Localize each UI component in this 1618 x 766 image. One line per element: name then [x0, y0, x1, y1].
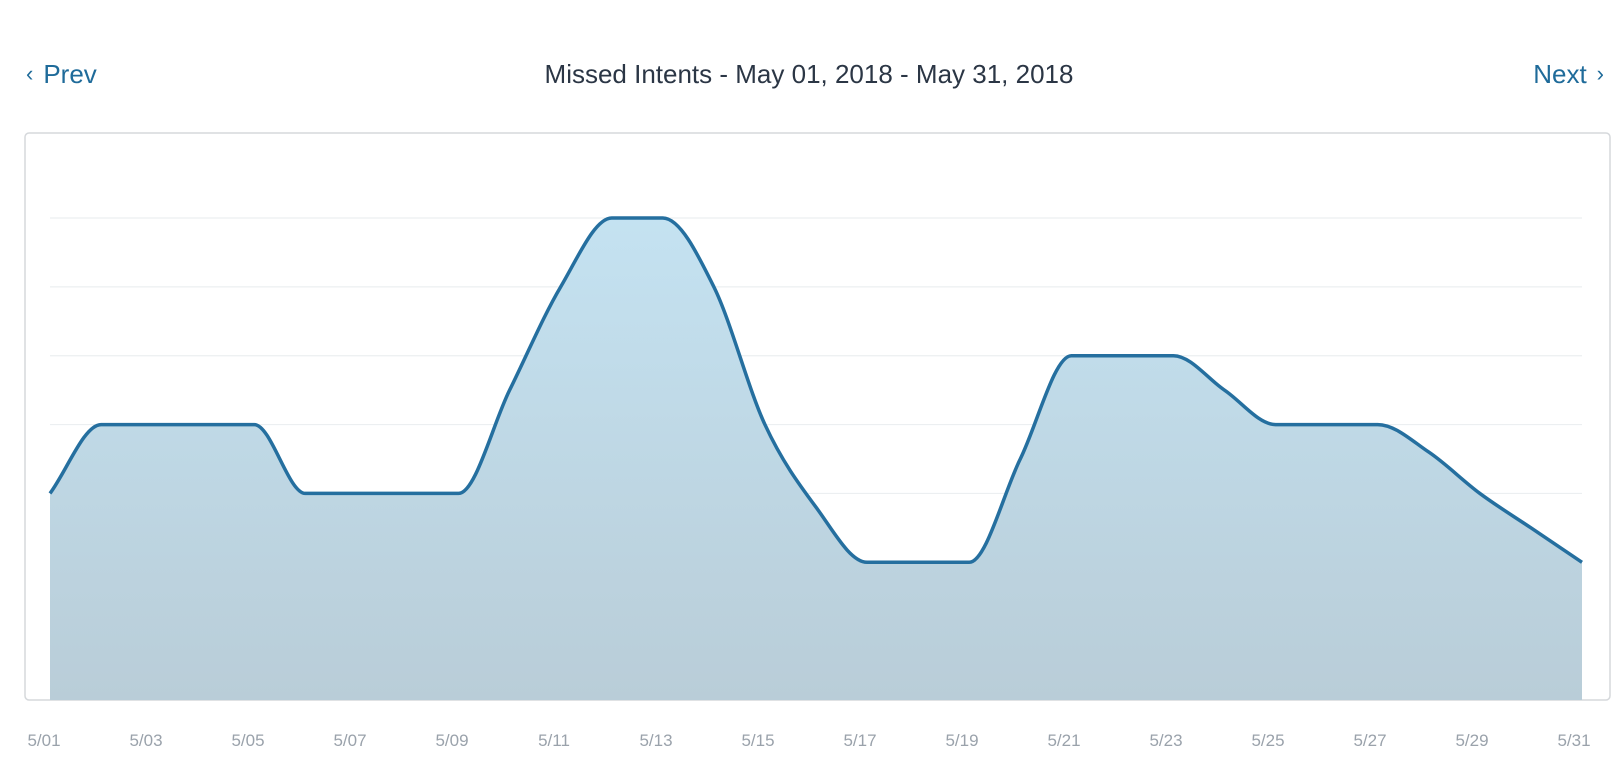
- x-tick-label: 5/03: [129, 731, 162, 750]
- x-tick-label: 5/07: [333, 731, 366, 750]
- x-tick-label: 5/01: [27, 731, 60, 750]
- x-tick-label: 5/29: [1455, 731, 1488, 750]
- x-tick-label: 5/21: [1047, 731, 1080, 750]
- x-tick-label: 5/31: [1557, 731, 1590, 750]
- x-tick-label: 5/11: [538, 731, 570, 750]
- area-fill: [50, 218, 1582, 700]
- x-tick-labels: 5/01 5/03 5/05 5/07 5/09 5/11 5/13 5/15 5/17 5/19…: [27, 731, 1590, 750]
- x-tick-label: 5/09: [435, 731, 468, 750]
- next-label: Next: [1533, 59, 1587, 89]
- series-line: [48, 216, 1583, 565]
- x-tick-label: 5/23: [1149, 731, 1182, 750]
- prev-button[interactable]: ‹ Prev: [26, 54, 97, 94]
- x-tick-label: 5/25: [1251, 731, 1284, 750]
- x-tick-label: 5/15: [741, 731, 774, 750]
- chart-title: Missed Intents - May 01, 2018 - May 31, …: [544, 59, 1074, 89]
- x-tick-label: 5/13: [639, 731, 672, 750]
- chevron-left-icon: ‹: [26, 61, 34, 86]
- x-tick-label: 5/05: [231, 731, 264, 750]
- x-tick-label: 5/19: [945, 731, 978, 750]
- x-tick-label: 5/17: [843, 731, 876, 750]
- x-tick-label: 5/27: [1353, 731, 1386, 750]
- chevron-right-icon: ›: [1596, 61, 1604, 86]
- prev-label: Prev: [43, 59, 97, 89]
- next-button[interactable]: Next ›: [1533, 54, 1604, 94]
